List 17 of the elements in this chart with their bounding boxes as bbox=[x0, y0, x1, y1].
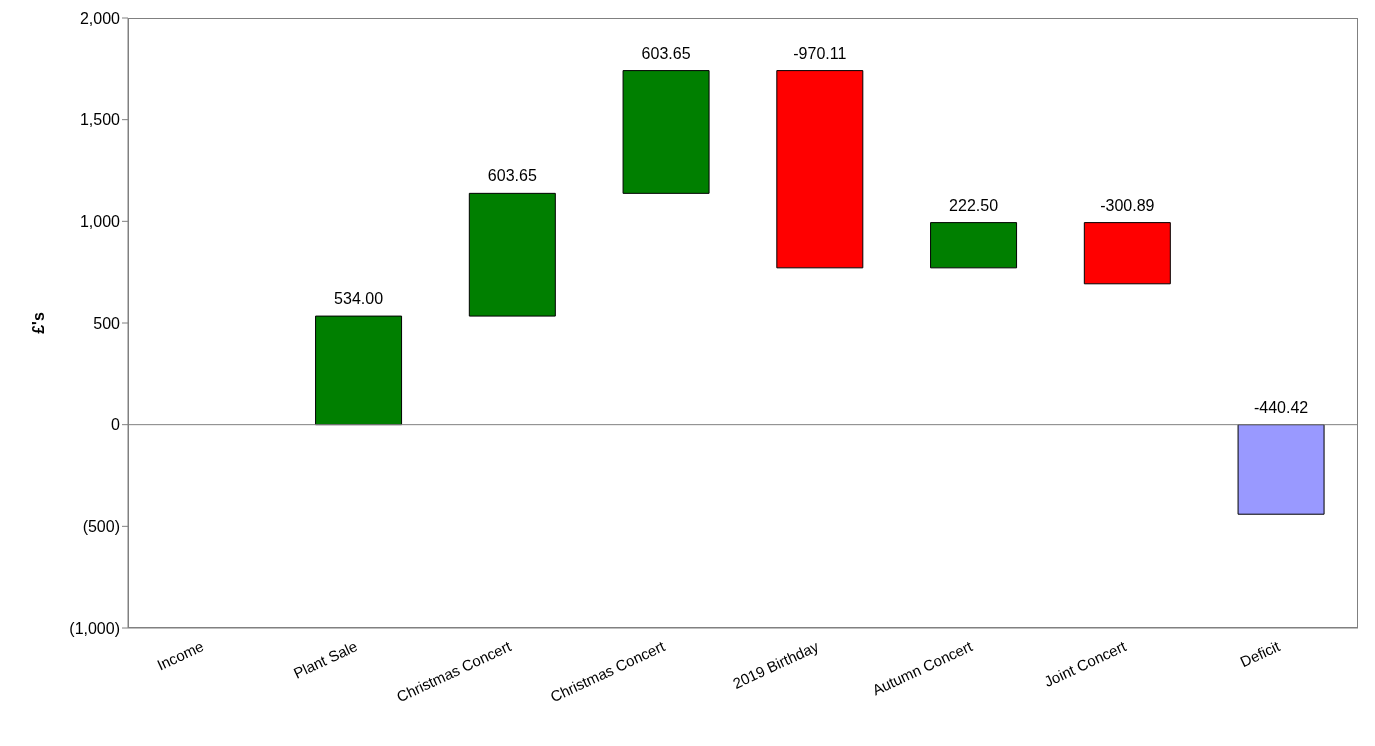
y-tick-label: (1,000) bbox=[69, 619, 120, 637]
y-tick-label: 1,500 bbox=[79, 111, 121, 129]
x-tick-label: Deficit bbox=[1237, 636, 1284, 671]
data-label: -970.11 bbox=[793, 44, 847, 62]
data-label: -440.42 bbox=[1253, 398, 1309, 416]
y-tick-label: 500 bbox=[93, 314, 121, 332]
y-tick-label: (500) bbox=[82, 518, 120, 536]
y-tick-label: 0 bbox=[111, 416, 121, 434]
y-tick-label: 1,000 bbox=[79, 213, 121, 231]
data-label: -300.89 bbox=[1100, 196, 1155, 214]
y-tick-label: 2,000 bbox=[79, 9, 121, 27]
data-label: 603.65 bbox=[641, 44, 691, 62]
data-label: 222.50 bbox=[949, 196, 999, 214]
y-axis-title: £'s bbox=[29, 312, 47, 334]
data-label: 603.65 bbox=[487, 167, 537, 185]
data-label: 534.00 bbox=[334, 290, 384, 308]
x-tick-label: Plant Sale bbox=[290, 637, 360, 682]
